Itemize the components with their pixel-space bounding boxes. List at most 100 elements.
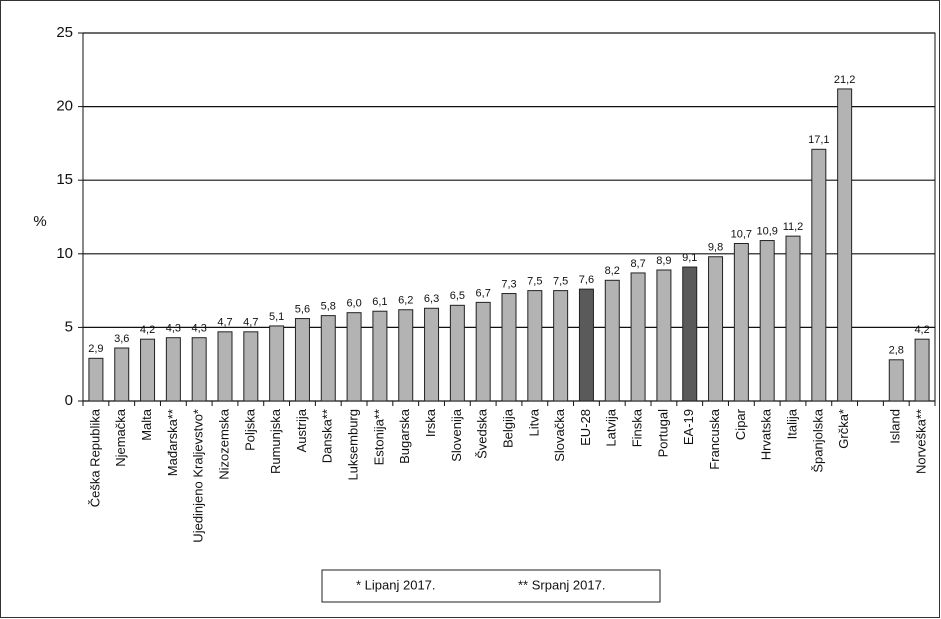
value-label: 8,9 [656,255,671,267]
x-tick-label: Estonija** [371,409,386,465]
value-label: 6,7 [476,287,491,299]
value-label: 4,3 [166,323,181,335]
x-tick-label: Bugarska [397,408,412,464]
value-label: 21,2 [834,74,855,86]
bar [914,338,930,402]
value-label: 6,2 [398,295,413,307]
bar [243,331,259,402]
x-tick-label: Španjolska [810,408,825,472]
value-label: 2,9 [88,343,103,355]
x-tick-label: Danska** [320,409,335,463]
y-tick-label: 10 [56,245,73,262]
bar [140,338,156,402]
x-tick-label: Cipar [733,408,748,440]
bar [630,272,646,402]
x-tick-label: Hrvatska [759,408,774,460]
value-label: 6,5 [450,290,465,302]
x-tick-label: Slovenija [449,408,464,462]
bar [475,301,491,402]
value-label: 5,8 [321,301,336,313]
x-tick-label: Grčka* [836,409,851,449]
value-label: 17,1 [808,134,829,146]
bar [269,325,285,402]
x-tick-label: Norveška** [914,409,929,474]
x-tick-label: Latvija [604,408,619,446]
bar [682,266,698,402]
bar [346,312,362,402]
bar [217,331,233,402]
bar [527,290,543,402]
y-tick-label: 25 [56,24,73,41]
value-label: 6,0 [346,298,361,310]
value-label: 8,7 [630,258,645,270]
bar [811,148,827,402]
x-tick-label: Ujedinjeno Kraljevstvo* [191,409,206,543]
x-tick-label: Češka Republika [87,408,102,507]
bar [553,290,569,402]
bar [165,337,181,402]
x-tick-label: Island [888,409,903,444]
value-label: 4,2 [140,324,155,336]
bar [294,318,310,402]
value-label: 10,7 [731,228,752,240]
bar [656,269,672,402]
bar [578,288,594,402]
bar [733,242,749,402]
bar [449,304,465,402]
x-tick-label: Francuska [707,408,722,469]
value-label: 7,5 [553,276,568,288]
x-tick-label: Austrija [294,408,309,452]
bar [837,88,853,402]
x-tick-label: Mađarska** [165,409,180,476]
x-tick-label: Poljska [242,408,257,451]
x-tick-label: Nizozemska [216,408,231,480]
value-label: 8,2 [605,265,620,277]
x-tick-label: Belgija [500,408,515,448]
bar [320,315,336,402]
bar [191,337,207,402]
value-label: 7,6 [579,274,594,286]
bar [888,359,904,402]
bar [424,307,440,402]
value-label: 4,7 [217,317,232,329]
x-tick-label: Irska [423,408,438,437]
value-label: 4,3 [192,323,207,335]
x-tick-label: Malta [139,408,154,441]
bar [785,235,801,402]
x-tick-label: Rumunjska [268,408,283,474]
note: * Lipanj 2017. [356,577,436,592]
x-tick-label: EA-19 [681,409,696,445]
bar [114,347,130,402]
notes-box [321,569,661,603]
value-label: 10,9 [756,225,777,237]
value-label: 6,3 [424,293,439,305]
bar [501,293,517,402]
y-tick-label: 0 [65,392,73,409]
value-label: 7,3 [501,278,516,290]
value-label: 2,8 [889,345,904,357]
bar [372,310,388,402]
bar [759,240,775,402]
value-label: 11,2 [783,221,804,233]
value-label: 6,1 [372,296,387,308]
value-label: 5,1 [269,311,284,323]
x-tick-label: Portugal [655,409,670,458]
y-tick-label: 15 [56,171,73,188]
value-label: 9,8 [708,242,723,254]
x-tick-label: Njemačka [113,408,128,467]
y-tick-label: 20 [56,98,73,115]
x-tick-label: Luksemburg [346,409,361,481]
value-label: 4,2 [914,324,929,336]
bar [708,256,724,402]
bar [604,279,620,402]
value-label: 7,5 [527,276,542,288]
y-axis-label: % [33,213,46,230]
value-label: 4,7 [243,317,258,329]
x-tick-label: Švedska [475,408,490,459]
x-tick-label: Slovačka [552,408,567,462]
bar [398,309,414,402]
x-tick-label: Italija [784,408,799,439]
y-tick-label: 5 [65,318,73,335]
